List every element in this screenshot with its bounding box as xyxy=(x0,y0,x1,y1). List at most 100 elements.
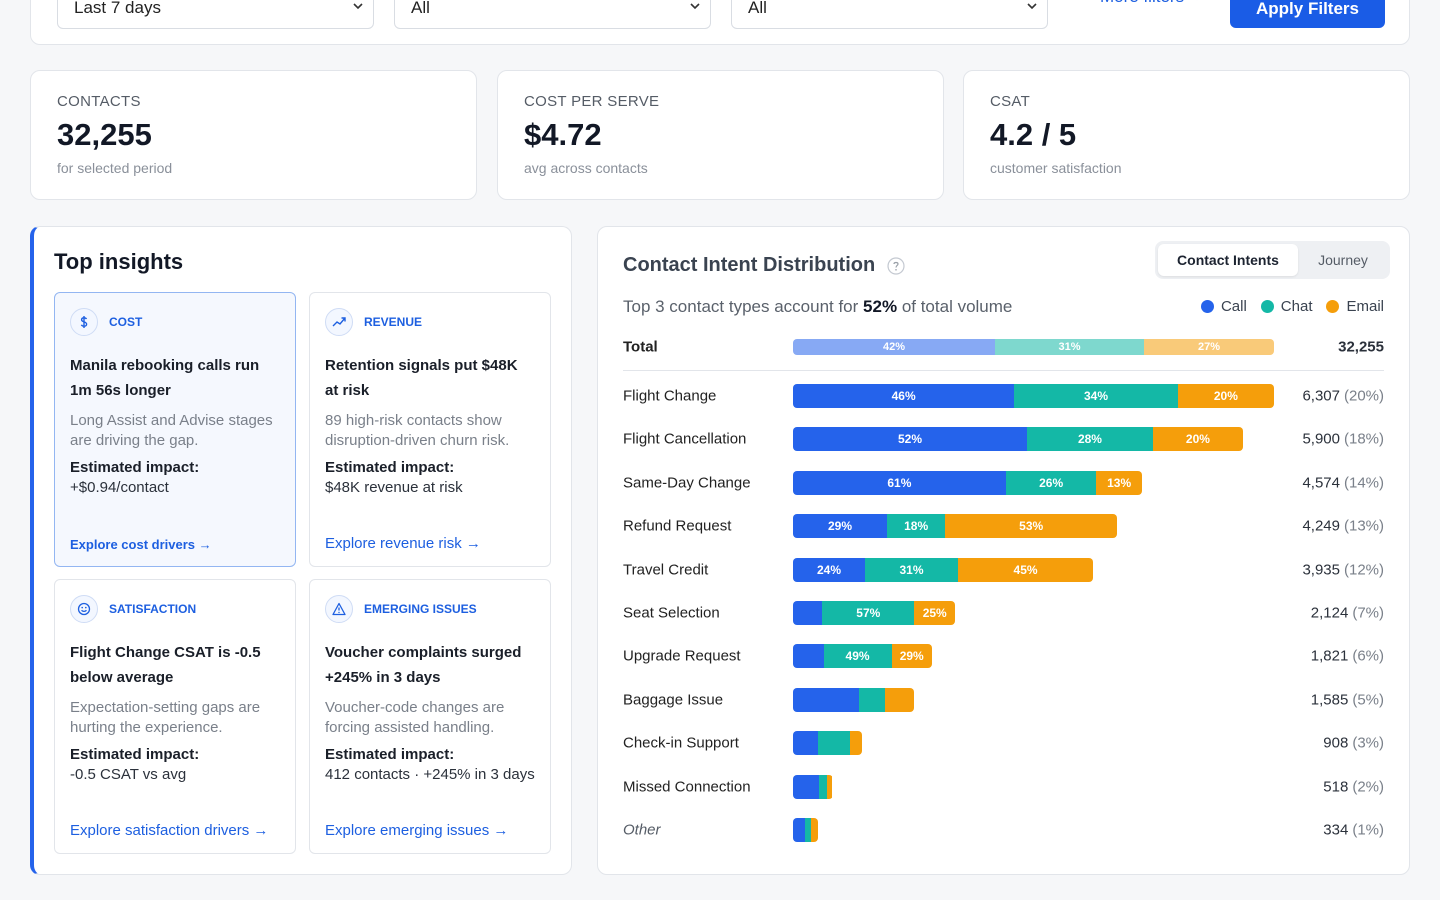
icon xyxy=(77,602,91,616)
row-count: 2,124 (7%) xyxy=(1311,605,1384,622)
segment-label: 18% xyxy=(904,519,929,534)
tag-row: EMERGING ISSUES xyxy=(325,594,535,624)
count-value: 5,900 xyxy=(1302,430,1340,448)
count-share: (3%) xyxy=(1352,734,1384,752)
segment-label: 42% xyxy=(882,341,906,353)
row-label: Baggage Issue xyxy=(623,691,724,709)
divider xyxy=(623,370,1384,371)
insight-link[interactable]: Explore emerging issues → xyxy=(325,822,509,839)
subtitle-emphasis: 52% xyxy=(863,297,898,316)
insight-link[interactable]: Explore satisfaction drivers → xyxy=(70,822,269,839)
legend-label: Email xyxy=(1346,298,1384,315)
segment-label: 20% xyxy=(1185,432,1210,447)
select[interactable]: All xyxy=(394,0,711,29)
row-count: 6,307 (20%) xyxy=(1302,388,1384,405)
legend-swatch xyxy=(1200,300,1214,313)
select[interactable]: Last 7 days xyxy=(57,0,374,29)
insight-card[interactable]: EMERGING ISSUES Voucher complaints surged… xyxy=(309,579,551,854)
segment-label: 49% xyxy=(845,649,870,664)
tab[interactable]: Journey xyxy=(1318,252,1368,268)
impact-value: $48K revenue at risk xyxy=(325,479,463,496)
bar-segment: 26% xyxy=(1005,470,1097,495)
bar: 46% 34% 20% xyxy=(793,384,1274,408)
insight-card[interactable]: SATISFACTION Flight Change CSAT is -0.5 b… xyxy=(54,579,296,854)
subtitle-text: of total volume xyxy=(901,297,1013,316)
count-value: 3,935 xyxy=(1302,561,1340,579)
segment-label: 53% xyxy=(1019,519,1044,534)
apply-button[interactable]: Apply Filters xyxy=(1230,0,1385,28)
segment-label: 20% xyxy=(1213,389,1238,403)
bar-segment: 13% xyxy=(1096,470,1142,495)
insight-text: 89 high-risk contacts show disruption-dr… xyxy=(325,412,510,449)
chart-subtitle: Top 3 contact types account for 52% of t… xyxy=(623,297,1012,317)
impact-value: +$0.94/contact xyxy=(70,479,169,496)
tabs: Contact Intents Journey xyxy=(1155,241,1390,279)
segment-label: 28% xyxy=(1077,432,1102,447)
bar-segment xyxy=(793,731,818,756)
more-filters-text: More filters xyxy=(1100,0,1184,7)
kpi-card: COST PER SERVE $4.72 avg across contacts xyxy=(497,70,944,200)
bar-segment: 34% xyxy=(1014,384,1178,408)
count-share: (1%) xyxy=(1352,821,1384,839)
filter-bar: Last 7 days All All More filters Apply Filte… xyxy=(30,0,1410,45)
bar xyxy=(793,731,863,756)
select-value: All xyxy=(411,0,430,17)
insight-card[interactable]: REVENUE Retention signals put $48K at ris… xyxy=(309,292,551,567)
kpi-card: CONTACTS 32,255 for selected period xyxy=(30,70,477,200)
legend-swatch xyxy=(1326,300,1340,313)
insight-link[interactable]: Explore cost drivers → xyxy=(70,537,212,552)
tag: SATISFACTION xyxy=(109,602,197,616)
impact-label: Estimated impact: xyxy=(70,459,200,476)
bar-segment xyxy=(793,818,806,842)
kpi-value: 32,255 xyxy=(57,117,152,152)
icon xyxy=(887,257,905,275)
legend-item: Chat xyxy=(1260,298,1312,315)
bar-segment: 29% xyxy=(793,514,887,539)
row-label: Refund Request xyxy=(623,517,732,535)
bar-segment xyxy=(793,601,823,625)
insight-text: Long Assist and Advise stages are drivin… xyxy=(70,412,273,449)
kpi-label: CONTACTS xyxy=(57,93,141,110)
impact-value: 412 contacts · +245% in 3 days xyxy=(325,766,535,783)
select[interactable]: All xyxy=(731,0,1048,29)
row-count: 5,900 (18%) xyxy=(1302,431,1384,448)
icon xyxy=(353,3,363,10)
segment-label: 31% xyxy=(899,562,924,577)
bar-segment: 28% xyxy=(1026,427,1153,452)
segment-label: 31% xyxy=(1058,341,1081,353)
icon xyxy=(1027,3,1037,10)
kpi-card: CSAT 4.2 / 5 customer satisfaction xyxy=(963,70,1410,200)
bar-segment: 45% xyxy=(958,557,1094,582)
bar-segment: 57% xyxy=(822,601,915,625)
impact-label: Estimated impact: xyxy=(325,746,455,763)
insight-text: Voucher-code changes are forcing assiste… xyxy=(325,699,505,736)
bar-segment xyxy=(819,774,828,799)
segment-label: 27% xyxy=(1198,341,1221,353)
impact-value: -0.5 CSAT vs avg xyxy=(70,766,187,783)
count-share: (5%) xyxy=(1352,691,1384,709)
insights-panel: Top insights COST Manila rebooking calls r… xyxy=(30,226,572,875)
insight-card[interactable]: COST Manila rebooking calls run 1m 56s lo… xyxy=(54,292,296,567)
bar: 49% 29% xyxy=(793,644,932,669)
count-value: 6,307 xyxy=(1302,387,1340,405)
tab-active[interactable]: Contact Intents xyxy=(1158,244,1298,276)
legend-item: Call xyxy=(1200,298,1247,315)
insight-link[interactable]: Explore revenue risk → xyxy=(325,535,481,552)
kpi-value: $4.72 xyxy=(524,117,602,152)
more-filters[interactable]: More filters xyxy=(1100,0,1202,7)
row-label: Flight Cancellation xyxy=(623,430,747,448)
icon xyxy=(690,3,700,10)
kpi-note: avg across contacts xyxy=(524,160,648,176)
count-value: 1,821 xyxy=(1310,647,1349,665)
help-icon[interactable] xyxy=(887,257,905,280)
bar xyxy=(793,687,914,712)
bar: 57% 25% xyxy=(793,601,955,625)
bar-segment: 25% xyxy=(914,601,955,625)
row-count: 334 (1%) xyxy=(1323,822,1384,839)
segment-label: 52% xyxy=(897,432,922,447)
kpi-note: for selected period xyxy=(57,160,173,176)
count-share: (14%) xyxy=(1343,474,1384,492)
insight-title: Voucher complaints surged +245% in 3 day… xyxy=(325,644,522,686)
tag-icon xyxy=(70,595,98,623)
row-count: 908 (3%) xyxy=(1323,735,1384,752)
